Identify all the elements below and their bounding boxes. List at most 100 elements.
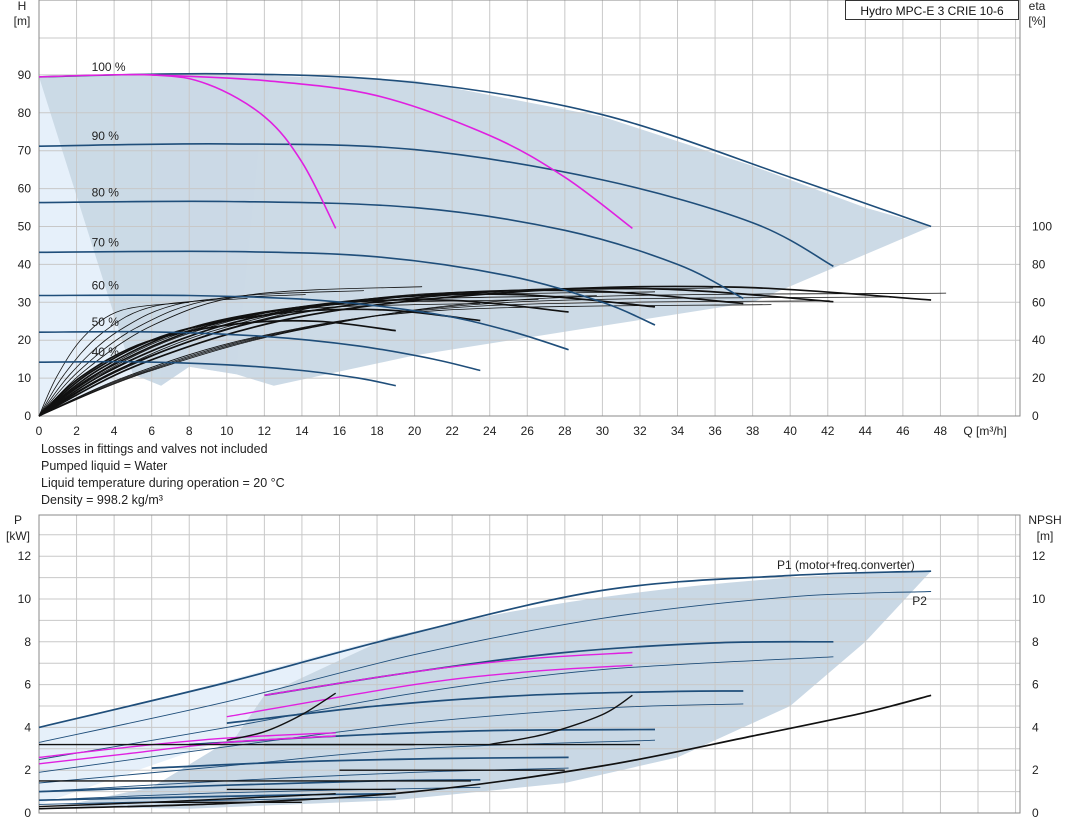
npsh-tick-label: 4 [1032, 720, 1039, 734]
head-y-axis-label: H [18, 0, 27, 13]
head-system-curve [38, 299, 539, 417]
head-x-tick-label: 16 [333, 424, 347, 438]
head-x-tick-label: 10 [220, 424, 234, 438]
npsh-curve-partial [489, 694, 633, 746]
p2-curve [38, 786, 481, 801]
head-x-tick-label: 8 [186, 424, 193, 438]
p2-series-label: P2 [912, 594, 927, 608]
head-y-axis-unit: [m] [14, 14, 31, 28]
head-system-curve [38, 303, 481, 417]
speed-label-60: 60 % [92, 278, 120, 292]
head-y-tick-label: 80 [18, 106, 32, 120]
head-x-axis-label: Q [m³/h] [963, 424, 1006, 438]
head-y-tick-label: 0 [24, 409, 31, 423]
head-operating-envelope [39, 74, 932, 386]
power-pale-region [39, 637, 389, 805]
note-losses: Losses in fittings and valves not includ… [41, 442, 268, 456]
eta-tick-label: 60 [1032, 295, 1046, 309]
head-duty-curve [151, 74, 633, 230]
npsh-curve [38, 694, 932, 810]
head-x-tick-label: 2 [73, 424, 80, 438]
head-system-curve [38, 304, 772, 417]
power-y-tick-label: 10 [18, 592, 32, 606]
p2-curve [38, 796, 396, 805]
head-system-curve [38, 301, 190, 417]
head-x-tick-label: 28 [558, 424, 572, 438]
power-duty-curve [38, 735, 336, 765]
npsh-tick-label: 12 [1032, 549, 1046, 563]
head-speed-curve [38, 330, 481, 372]
head-plot-frame [38, 0, 1021, 417]
npsh-tick-label: 0 [1032, 806, 1039, 820]
head-system-curve [38, 296, 888, 417]
power-duty-curve [264, 651, 633, 696]
p1-curve [226, 690, 744, 724]
eta-axis-label: eta [1029, 0, 1046, 13]
head-speed-curve [38, 143, 834, 268]
p1-curve [38, 778, 481, 793]
npsh-tick-label: 6 [1032, 678, 1039, 692]
npsh-tick-label: 10 [1032, 592, 1046, 606]
head-x-tick-label: 24 [483, 424, 497, 438]
power-y-tick-label: 12 [18, 549, 32, 563]
head-x-tick-label: 40 [784, 424, 798, 438]
p2-curve [38, 656, 834, 760]
head-y-tick-label: 70 [18, 144, 32, 158]
head-x-tick-label: 46 [896, 424, 910, 438]
head-efficiency-curve [38, 289, 744, 417]
note-temperature: Liquid temperature during operation = 20… [41, 476, 285, 490]
head-x-tick-label: 30 [596, 424, 610, 438]
head-system-curve [38, 291, 656, 417]
eta-tick-label: 80 [1032, 257, 1046, 271]
head-x-tick-label: 4 [111, 424, 118, 438]
head-x-tick-label: 12 [258, 424, 272, 438]
chart-title: Hydro MPC-E 3 CRIE 10-6 [845, 0, 1019, 20]
note-liquid: Pumped liquid = Water [41, 459, 168, 473]
npsh-curve-partial [226, 692, 337, 741]
head-system-curve [38, 286, 423, 417]
head-x-tick-label: 42 [821, 424, 835, 438]
p1-curve [38, 792, 396, 802]
npsh-tick-label: 2 [1032, 763, 1039, 777]
note-density: Density = 998.2 kg/m³ [41, 493, 163, 507]
head-speed-curve [38, 294, 569, 351]
power-duty-curve [226, 664, 633, 718]
p2-curve [38, 591, 932, 743]
power-y-tick-label: 8 [24, 635, 31, 649]
speed-label-90: 90 % [92, 129, 120, 143]
head-efficiency-curve [38, 293, 656, 417]
power-y-tick-label: 2 [24, 763, 31, 777]
speed-label-80: 80 % [92, 186, 120, 200]
head-system-curve [38, 290, 364, 417]
eta-axis-unit: [%] [1028, 14, 1045, 28]
head-x-tick-label: 6 [148, 424, 155, 438]
eta-tick-label: 100 [1032, 220, 1052, 234]
head-x-tick-label: 0 [36, 424, 43, 438]
head-x-tick-label: 22 [445, 424, 459, 438]
head-x-tick-label: 14 [295, 424, 309, 438]
head-x-tick-label: 20 [408, 424, 422, 438]
head-x-tick-label: 32 [633, 424, 647, 438]
head-system-curve [38, 294, 306, 417]
head-y-tick-label: 10 [18, 371, 32, 385]
head-x-tick-label: 34 [671, 424, 685, 438]
head-x-tick-label: 44 [859, 424, 873, 438]
eta-tick-label: 0 [1032, 409, 1039, 423]
power-y-tick-label: 6 [24, 678, 31, 692]
power-duty-curve [38, 732, 336, 759]
head-system-curve [38, 300, 830, 417]
speed-label-100: 100 % [92, 60, 126, 74]
head-x-tick-label: 48 [934, 424, 948, 438]
power-plot-frame [38, 514, 1021, 814]
npsh-axis-label: NPSH [1028, 513, 1061, 527]
p1-series-label: P1 (motor+freq.converter) [777, 558, 915, 572]
power-y-tick-label: 0 [24, 806, 31, 820]
p1-curve [38, 570, 932, 729]
head-y-tick-label: 50 [18, 220, 32, 234]
head-x-tick-label: 18 [370, 424, 384, 438]
head-duty-curve [38, 73, 337, 229]
head-speed-curve [38, 200, 744, 300]
head-x-tick-label: 36 [708, 424, 722, 438]
head-speed-curve [38, 72, 932, 228]
speed-label-50: 50 % [92, 315, 120, 329]
